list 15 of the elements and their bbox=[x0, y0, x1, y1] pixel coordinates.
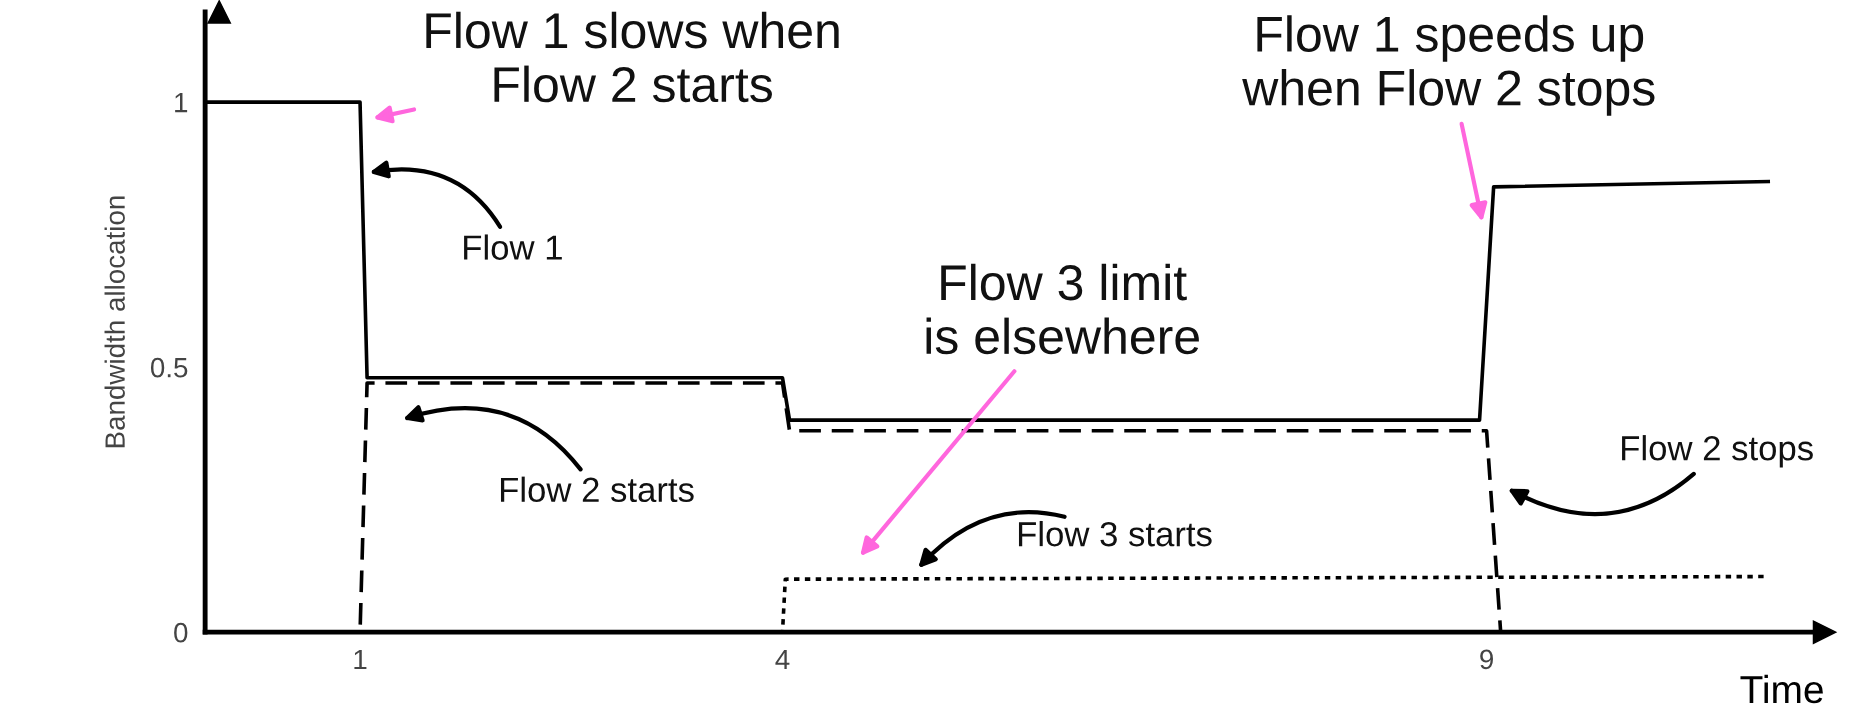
annotation: Flow 2 starts bbox=[500, 476, 694, 503]
y-axis-title: Bandwidth allocation bbox=[104, 196, 125, 448]
x-tick-label: 1 bbox=[354, 649, 367, 669]
x-tick-label: 4 bbox=[775, 649, 790, 669]
annotation: Flow 3 starts bbox=[1018, 520, 1212, 547]
annotation: Flow 1 speeds up when Flow 2 stops bbox=[1242, 15, 1655, 116]
x-axis-title: Time bbox=[1740, 674, 1823, 704]
y-tick-label: 0.5 bbox=[150, 357, 188, 378]
x-tick-label: 9 bbox=[1480, 649, 1493, 670]
annotation: Flow 2 stops bbox=[1622, 435, 1813, 468]
y-tick-label: 1 bbox=[175, 93, 188, 113]
annotation: Flow 1 bbox=[464, 234, 562, 260]
annotation: Flow 3 limit is elsewhere bbox=[926, 263, 1199, 355]
y-tick-label: 0 bbox=[174, 622, 188, 643]
annotation: Flow 1 slows when Flow 2 starts bbox=[426, 11, 839, 103]
